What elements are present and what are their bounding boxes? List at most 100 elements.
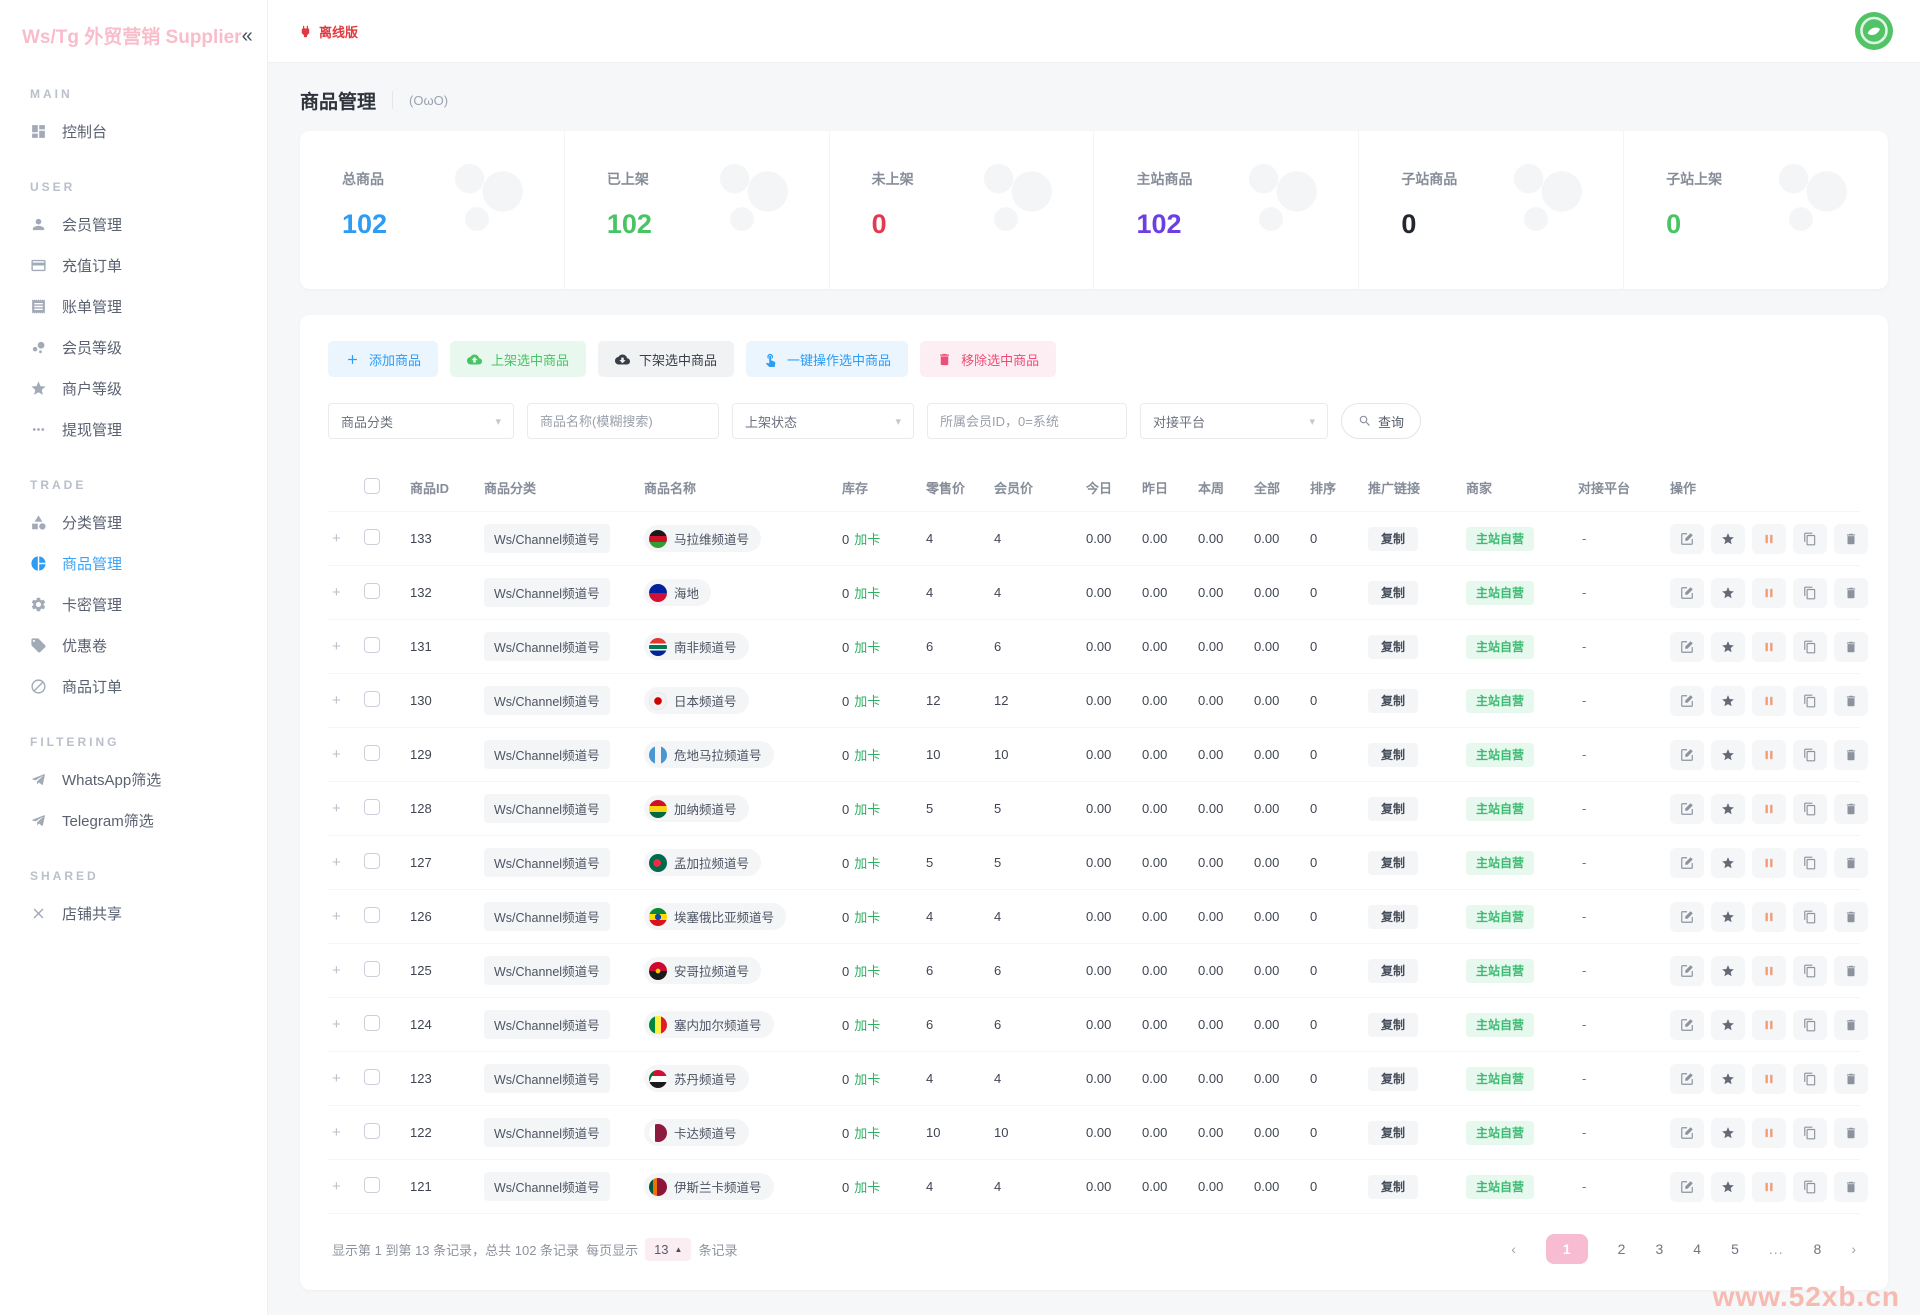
pause-button[interactable] (1752, 793, 1786, 824)
sidebar-item-merchant-level[interactable]: 商户等级 (30, 368, 267, 409)
sidebar-item-recharge-orders[interactable]: 充值订单 (30, 245, 267, 286)
edit-button[interactable] (1670, 739, 1704, 770)
edit-button[interactable] (1670, 631, 1704, 662)
row-checkbox[interactable] (364, 1015, 380, 1031)
feature-star-button[interactable] (1711, 739, 1745, 770)
row-expand-button[interactable]: + (332, 1070, 341, 1087)
duplicate-button[interactable] (1793, 955, 1827, 986)
feature-star-button[interactable] (1711, 631, 1745, 662)
page-button-4[interactable]: 4 (1693, 1241, 1702, 1257)
copy-promo-link-button[interactable]: 复制 (1368, 905, 1419, 929)
row-checkbox[interactable] (364, 799, 380, 815)
duplicate-button[interactable] (1793, 685, 1827, 716)
copy-promo-link-button[interactable]: 复制 (1368, 1067, 1419, 1091)
one-click-operate-selected-button[interactable]: 一键操作选中商品 (746, 341, 909, 377)
sidebar-item-category-management[interactable]: 分类管理 (30, 502, 267, 543)
delete-button[interactable] (1834, 577, 1868, 608)
edit-button[interactable] (1670, 577, 1704, 608)
copy-promo-link-button[interactable]: 复制 (1368, 527, 1419, 551)
add-card-link[interactable]: 加卡 (854, 802, 881, 817)
sidebar-collapse-icon[interactable]: « (241, 24, 253, 47)
row-expand-button[interactable]: + (332, 746, 341, 763)
row-checkbox[interactable] (364, 961, 380, 977)
copy-promo-link-button[interactable]: 复制 (1368, 635, 1419, 659)
copy-promo-link-button[interactable]: 复制 (1368, 581, 1419, 605)
edit-button[interactable] (1670, 1009, 1704, 1040)
add-card-link[interactable]: 加卡 (854, 694, 881, 709)
delete-button[interactable] (1834, 847, 1868, 878)
sidebar-item-product-management[interactable]: 商品管理 (30, 543, 267, 584)
sidebar-item-product-orders[interactable]: 商品订单 (30, 666, 267, 707)
product-category-select[interactable]: 商品分类 ▾ (328, 403, 514, 439)
feature-star-button[interactable] (1711, 955, 1745, 986)
delete-button[interactable] (1834, 685, 1868, 716)
edit-button[interactable] (1670, 685, 1704, 716)
row-checkbox[interactable] (364, 637, 380, 653)
integration-platform-select[interactable]: 对接平台 ▾ (1140, 403, 1328, 439)
delete-button[interactable] (1834, 793, 1868, 824)
add-card-link[interactable]: 加卡 (854, 856, 881, 871)
delete-button[interactable] (1834, 901, 1868, 932)
row-checkbox[interactable] (364, 1177, 380, 1193)
delist-selected-button[interactable]: 下架选中商品 (598, 341, 735, 377)
pause-button[interactable] (1752, 523, 1786, 554)
pause-button[interactable] (1752, 685, 1786, 716)
edit-button[interactable] (1670, 793, 1704, 824)
edit-button[interactable] (1670, 901, 1704, 932)
sidebar-item-billing-management[interactable]: 账单管理 (30, 286, 267, 327)
row-checkbox[interactable] (364, 1069, 380, 1085)
duplicate-button[interactable] (1793, 577, 1827, 608)
pause-button[interactable] (1752, 1063, 1786, 1094)
prev-page-button[interactable]: ‹ (1511, 1241, 1516, 1257)
row-checkbox[interactable] (364, 1123, 380, 1139)
edit-button[interactable] (1670, 1117, 1704, 1148)
owner-member-id-input[interactable] (927, 403, 1127, 439)
sidebar-item-coupons[interactable]: 优惠卷 (30, 625, 267, 666)
delete-button[interactable] (1834, 631, 1868, 662)
row-expand-button[interactable]: + (332, 962, 341, 979)
row-checkbox[interactable] (364, 583, 380, 599)
feature-star-button[interactable] (1711, 1117, 1745, 1148)
search-button[interactable]: 查询 (1341, 403, 1422, 439)
row-checkbox[interactable] (364, 853, 380, 869)
copy-promo-link-button[interactable]: 复制 (1368, 689, 1419, 713)
user-avatar[interactable] (1854, 11, 1894, 51)
pause-button[interactable] (1752, 901, 1786, 932)
pause-button[interactable] (1752, 631, 1786, 662)
duplicate-button[interactable] (1793, 631, 1827, 662)
row-expand-button[interactable]: + (332, 1016, 341, 1033)
duplicate-button[interactable] (1793, 793, 1827, 824)
sidebar-item-telegram-filter[interactable]: Telegram筛选 (30, 800, 267, 841)
feature-star-button[interactable] (1711, 793, 1745, 824)
add-card-link[interactable]: 加卡 (854, 964, 881, 979)
duplicate-button[interactable] (1793, 1009, 1827, 1040)
copy-promo-link-button[interactable]: 复制 (1368, 959, 1419, 983)
pause-button[interactable] (1752, 739, 1786, 770)
edit-button[interactable] (1670, 847, 1704, 878)
add-product-button[interactable]: 添加商品 (328, 341, 439, 377)
delete-button[interactable] (1834, 739, 1868, 770)
sidebar-item-shop-share[interactable]: 店铺共享 (30, 893, 267, 934)
row-expand-button[interactable]: + (332, 530, 341, 547)
sidebar-item-card-key-management[interactable]: 卡密管理 (30, 584, 267, 625)
feature-star-button[interactable] (1711, 1171, 1745, 1202)
add-card-link[interactable]: 加卡 (854, 1180, 881, 1195)
feature-star-button[interactable] (1711, 1009, 1745, 1040)
edit-button[interactable] (1670, 1171, 1704, 1202)
add-card-link[interactable]: 加卡 (854, 1126, 881, 1141)
duplicate-button[interactable] (1793, 739, 1827, 770)
add-card-link[interactable]: 加卡 (854, 586, 881, 601)
pause-button[interactable] (1752, 955, 1786, 986)
page-button-1[interactable]: 1 (1545, 1234, 1588, 1264)
feature-star-button[interactable] (1711, 523, 1745, 554)
add-card-link[interactable]: 加卡 (854, 1018, 881, 1033)
page-button-2[interactable]: 2 (1617, 1241, 1626, 1257)
page-button-8[interactable]: 8 (1813, 1241, 1822, 1257)
pause-button[interactable] (1752, 847, 1786, 878)
sidebar-item-whatsapp-filter[interactable]: WhatsApp筛选 (30, 759, 267, 800)
row-checkbox[interactable] (364, 907, 380, 923)
delete-button[interactable] (1834, 1117, 1868, 1148)
duplicate-button[interactable] (1793, 1063, 1827, 1094)
edit-button[interactable] (1670, 523, 1704, 554)
edit-button[interactable] (1670, 955, 1704, 986)
